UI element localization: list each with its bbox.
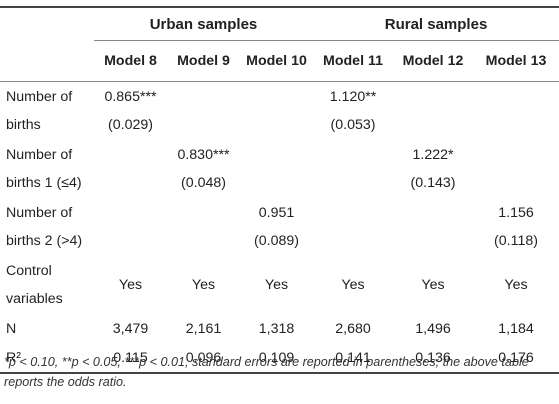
cell-coefficient: Yes [191, 277, 216, 293]
model-header: Model 11 [313, 40, 393, 82]
table-cell: 3,479 [112, 320, 149, 337]
table-cell [94, 198, 167, 256]
model-header: Model 8 [94, 40, 167, 82]
table-cell [393, 82, 473, 141]
cell-coefficient: 0.865*** [104, 89, 157, 105]
table-cell: 1.222* (0.143) [393, 140, 473, 198]
table-row: Number of births 2 (>4) 0.951 (0.089) 1.156 (… [0, 198, 559, 256]
row-label: Number of births 2 (>4) [0, 198, 94, 256]
row-label: Number of births 1 (≤4) [0, 140, 94, 198]
table-cell: 1,184 [498, 320, 534, 337]
table-cell: 1,496 [415, 320, 451, 337]
row-label: R² [0, 343, 94, 374]
cell-coefficient: Yes [504, 277, 528, 293]
cell-coefficient: Yes [421, 277, 445, 293]
cell-coefficient: Yes [118, 277, 143, 293]
table-cell: 0.141 [313, 343, 393, 374]
table-cell [167, 198, 240, 256]
row-label-line: Control [6, 263, 52, 279]
table-cell: Yes [313, 256, 393, 314]
table-cell [313, 198, 393, 256]
table-cell: Yes [240, 256, 313, 314]
table-cell [94, 140, 167, 198]
table-cell: 0.176 [473, 343, 559, 374]
table-cell: 0.830*** (0.048) [167, 140, 240, 198]
table-cell: Yes [393, 256, 473, 314]
row-label: Control variables [0, 256, 94, 314]
table-cell [240, 82, 313, 141]
table-row: Number of births 1 (≤4) 0.830*** (0.048) 1.2… [0, 140, 559, 198]
table-cell: 1,318 [258, 320, 295, 337]
table-row: Control variables Yes Yes Yes Yes Yes Yes [0, 256, 559, 314]
table-cell [240, 140, 313, 198]
table-cell: 2,680 [335, 320, 371, 337]
cell-coefficient: Yes [264, 277, 289, 293]
row-label-line: variables [6, 291, 63, 307]
model-header-blank [0, 40, 94, 82]
row-label-line: Number of [6, 205, 73, 221]
model-header: Model 12 [393, 40, 473, 82]
cell-coefficient: 0.830*** [177, 147, 230, 163]
table-cell [167, 82, 240, 141]
row-label: N [6, 320, 17, 337]
cell-standard-error: (0.029) [108, 117, 153, 133]
table-cell: 0.951 (0.089) [240, 198, 313, 256]
cell-standard-error: (0.118) [494, 233, 538, 249]
table-cell [393, 198, 473, 256]
row-label: Number of births [0, 82, 94, 141]
table-cell: 0.109 [240, 343, 313, 374]
cell-standard-error: (0.048) [181, 175, 226, 191]
model-header: Model 9 [167, 40, 240, 82]
table-cell: 2,161 [185, 320, 222, 337]
cell-standard-error: (0.143) [410, 175, 456, 191]
table-cell: Yes [94, 256, 167, 314]
table-cell: 0.115 [94, 343, 167, 374]
table-cell: Yes [167, 256, 240, 314]
row-label-line: Number of [6, 147, 73, 163]
table-row: Number of births 0.865*** (0.029) 1.120** (0.… [0, 82, 559, 141]
regression-table: Urban samples Rural samples Model 8 Mode… [0, 6, 559, 374]
table-cell: 1.156 (0.118) [473, 198, 559, 256]
table-cell: 1.120** (0.053) [313, 82, 393, 141]
table-cell [473, 140, 559, 198]
model-header-row: Model 8 Model 9 Model 10 Model 11 Model … [0, 40, 559, 82]
table-cell: 0.096 [167, 343, 240, 374]
group-header-blank [0, 6, 94, 41]
row-label-line: births 2 (>4) [6, 233, 83, 249]
cell-coefficient: 1.156 [498, 205, 534, 221]
table-cell: Yes [473, 256, 559, 314]
cell-standard-error: (0.089) [254, 233, 299, 249]
row-label-line: births 1 (≤4) [6, 175, 82, 191]
model-header: Model 13 [473, 40, 559, 82]
model-header: Model 10 [240, 40, 313, 82]
row-label-line: births [6, 117, 41, 133]
group-header-rural: Rural samples [313, 6, 559, 41]
table-footnote: *p < 0.10, **p < 0.05, ***p < 0.01; stan… [4, 355, 529, 389]
table-cell [473, 82, 559, 141]
r2-row: R² 0.115 0.096 0.109 0.141 0.136 0.176 [0, 343, 559, 374]
cell-coefficient: 1.120** [329, 89, 377, 105]
table-body: Number of births 0.865*** (0.029) 1.120** (0.… [0, 82, 559, 374]
cell-coefficient: 1.222* [412, 147, 454, 163]
n-row: N 3,479 2,161 1,318 2,680 1,496 1,184 [0, 314, 559, 343]
cell-coefficient: 0.951 [258, 205, 295, 221]
cell-standard-error: (0.053) [330, 117, 376, 133]
group-header-row: Urban samples Rural samples [0, 6, 559, 41]
table-cell: 0.136 [393, 343, 473, 374]
table-cell: 0.865*** (0.029) [94, 82, 167, 141]
cell-coefficient: Yes [341, 277, 365, 293]
table-cell [313, 140, 393, 198]
group-header-urban: Urban samples [94, 6, 313, 41]
row-label-line: Number of [6, 89, 73, 105]
